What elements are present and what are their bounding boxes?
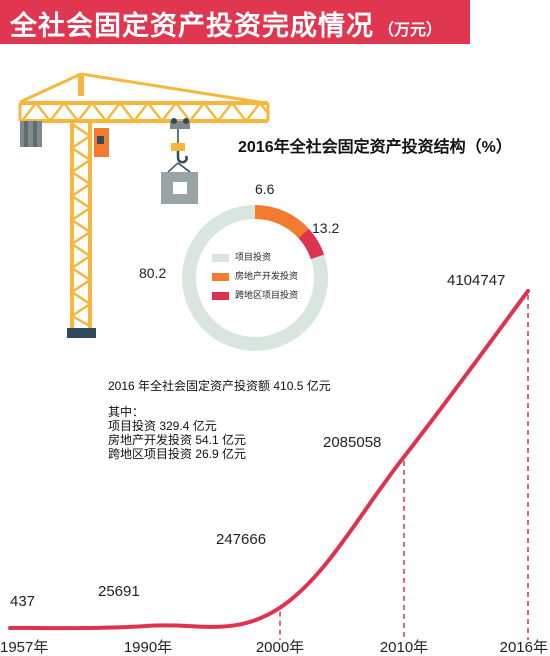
data-label-2: 247666 (216, 531, 266, 548)
crane-mast (69, 121, 93, 328)
crane-tie-left (19, 72, 82, 104)
title-banner: 全社会固定资产投资完成情况 （万元） (0, 0, 470, 44)
legend-item-real-estate: 房地产开发投资 (212, 269, 298, 282)
summary-project: 项目投资 329.4 亿元 (108, 419, 217, 433)
crane-base (67, 328, 96, 338)
pie-slice-1 (255, 205, 309, 239)
x-tick-label-3: 2010年 (380, 639, 428, 656)
data-label-0: 437 (10, 593, 35, 610)
data-label-3: 2085058 (323, 434, 381, 451)
page-title-text: 全社会固定资产投资完成情况 (10, 11, 374, 41)
x-tick-label-4: 2016年 (500, 639, 548, 656)
donut-chart (182, 205, 328, 351)
legend-item-cross-region: 跨地区项目投资 (212, 288, 298, 301)
data-label-4: 4104747 (447, 272, 505, 289)
summary-real-estate: 房地产开发投资 54.1 亿元 (108, 433, 247, 447)
crane-hook (176, 151, 188, 164)
legend-item-project: 项目投资 (212, 250, 271, 263)
x-tick-label-2: 2000年 (256, 639, 304, 656)
data-label-1: 25691 (98, 583, 140, 600)
legend-swatch-real-estate (212, 272, 229, 281)
legend-swatch-cross-region (212, 291, 229, 300)
series-line (8, 289, 530, 631)
page-title-unit: （万元） (378, 22, 443, 39)
crane-counterweight (20, 121, 42, 147)
summary-of-which: 其中： (108, 405, 145, 419)
crane-hook-block (171, 143, 185, 151)
crane-jib (18, 100, 270, 124)
crane-tie-right (80, 72, 266, 105)
summary-cross-region: 跨地区项目投资 26.9 亿元 (108, 447, 247, 461)
pie-slice-2 (298, 228, 325, 260)
crane-trolley (170, 121, 190, 129)
pie-value-project: 80.2 (139, 265, 167, 281)
page-title: 全社会固定资产投资完成情况 （万元） (10, 4, 442, 43)
crane-illustration (18, 72, 270, 338)
pie-value-cross-region: 6.6 (255, 181, 275, 197)
crane-apex (78, 73, 84, 96)
summary-text: 2016 年全社会固定资产投资额 410.5 亿元 其中： 项目投资 329.4… (108, 379, 331, 461)
legend-label-real-estate: 房地产开发投资 (235, 271, 299, 281)
legend-label-cross-region: 跨地区项目投资 (235, 290, 299, 300)
summary-total: 2016 年全社会固定资产投资额 410.5 亿元 (108, 379, 331, 393)
line-chart: 437 25691 247666 2085058 4104747 1957年 1990年 20… (0, 272, 548, 656)
x-tick-label-1: 1990年 (124, 639, 172, 656)
x-tick-label-0: 1957年 (0, 639, 48, 656)
crane-load-hole (173, 182, 187, 194)
legend-swatch-project (212, 253, 229, 262)
pie-chart-title: 2016年全社会固定资产投资结构（%） (238, 139, 512, 156)
pie-value-real-estate: 13.2 (312, 220, 340, 236)
legend-label-project: 项目投资 (235, 252, 272, 262)
